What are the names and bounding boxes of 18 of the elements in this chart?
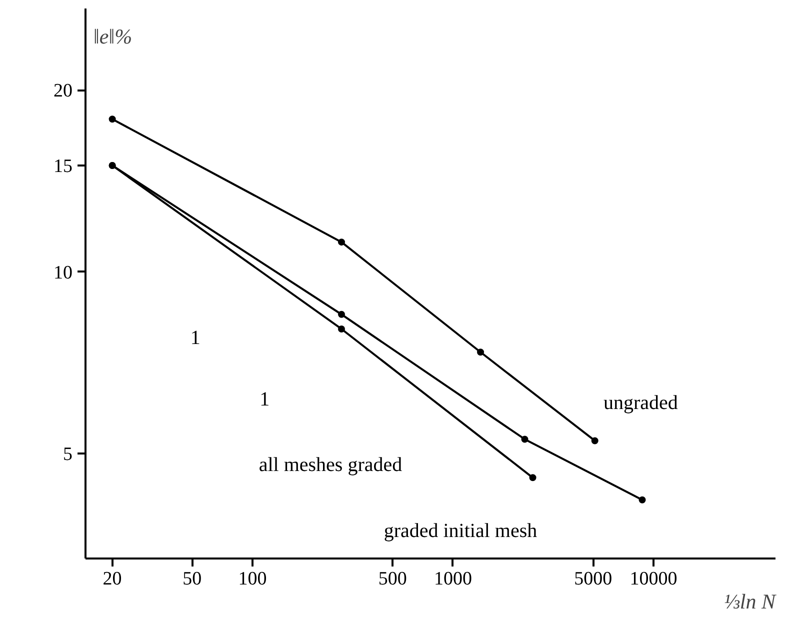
annotation: all meshes graded	[258, 454, 402, 476]
x-tick-label: 10000	[630, 568, 678, 590]
y-tick-label: 15	[54, 156, 72, 177]
annotation: 1	[190, 326, 200, 349]
annotation: graded initial mesh	[384, 520, 538, 542]
x-tick-label: 100	[238, 568, 267, 590]
x-axis-title: ⅓ln N	[724, 590, 776, 614]
annotation: 1	[260, 388, 270, 410]
y-tick-label: 5	[63, 444, 72, 466]
x-tick-label: 1000	[434, 568, 472, 590]
x-tick-label: 20	[102, 568, 122, 590]
y-tick-label: 20	[54, 80, 72, 102]
x-tick-label: 50	[182, 568, 202, 590]
y-tick-label: 10	[54, 262, 72, 284]
y-axis-title: ‖e‖%	[94, 24, 132, 48]
x-tick-label: 5000	[574, 568, 612, 590]
x-tick-label: 500	[378, 568, 407, 590]
annotation: ungraded	[603, 392, 678, 414]
